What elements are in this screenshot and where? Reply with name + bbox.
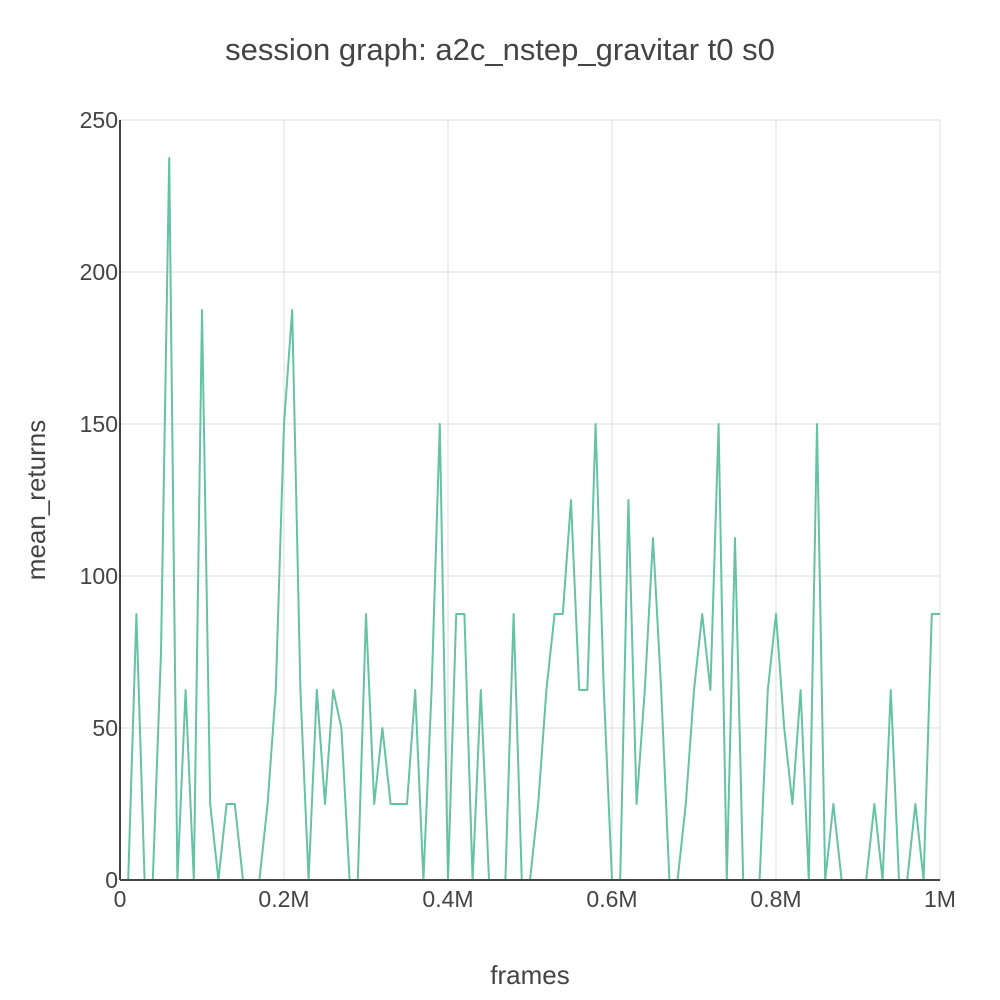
- series-layer: [127, 157, 940, 881]
- x-tick-label: 0.2M: [258, 886, 309, 912]
- y-tick-label: 50: [92, 715, 118, 741]
- y-axis-title: mean_returns: [21, 420, 51, 580]
- x-tick-label: 1M: [924, 886, 956, 912]
- x-tick-label: 0: [114, 886, 127, 912]
- x-tick-label: 0.6M: [586, 886, 637, 912]
- x-gridlines: [283, 120, 941, 880]
- y-axis-ticks: 0 50 100 150 200 250: [80, 107, 118, 893]
- y-tick-label: 150: [80, 411, 118, 437]
- y-tick-label: 200: [80, 259, 118, 285]
- x-axis-ticks: 0 0.2M 0.4M 0.6M 0.8M 1M: [114, 886, 956, 912]
- series-line: [127, 157, 940, 881]
- y-tick-label: 0: [105, 867, 118, 893]
- x-tick-label: 0.4M: [422, 886, 473, 912]
- x-axis-title: frames: [490, 960, 569, 990]
- y-tick-label: 250: [80, 107, 118, 133]
- chart-title: session graph: a2c_nstep_gravitar t0 s0: [225, 32, 775, 67]
- y-tick-label: 100: [80, 563, 118, 589]
- y-gridlines: [120, 119, 940, 729]
- x-tick-label: 0.8M: [750, 886, 801, 912]
